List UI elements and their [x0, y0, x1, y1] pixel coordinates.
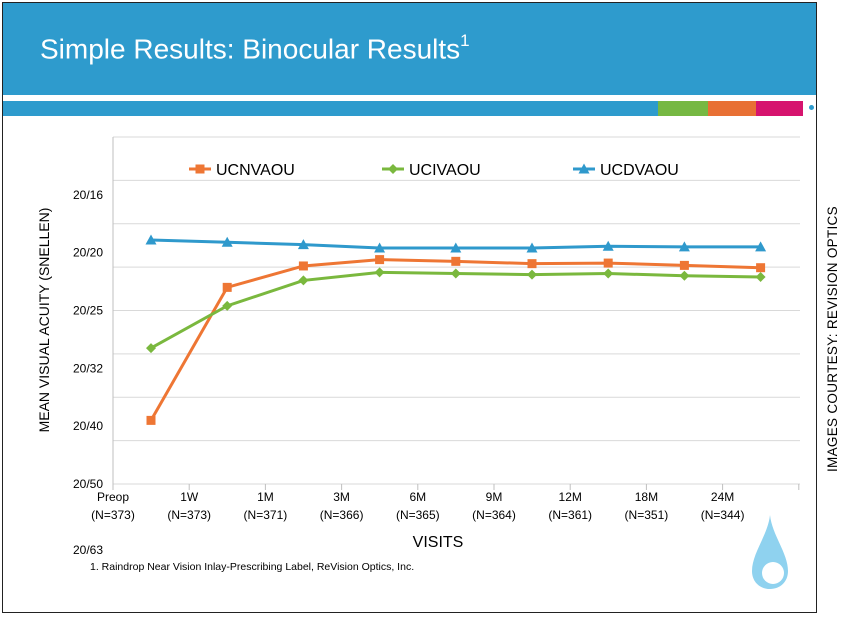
data-point-triangle	[602, 240, 614, 251]
y-axis-title: MEAN VISUAL ACUITY (SNELLEN)	[36, 208, 52, 433]
y-tick-label: 20/25	[73, 304, 103, 318]
x-tick-label-n: (N=365)	[396, 508, 440, 522]
data-point-diamond	[755, 271, 766, 282]
data-point-triangle	[374, 242, 386, 253]
data-point-square	[195, 164, 205, 174]
y-tick-label: 20/40	[73, 419, 103, 433]
y-tick-label: 20/32	[73, 361, 103, 375]
data-point-triangle	[450, 242, 462, 253]
legend-label: UCNVAOU	[216, 162, 295, 179]
legend-label: UCDVAOU	[600, 162, 679, 179]
image-courtesy: IMAGES COURTESY: REVISION OPTICS	[825, 206, 840, 472]
data-point-diamond	[298, 275, 309, 286]
title-banner: Simple Results: Binocular Results1	[3, 3, 816, 95]
data-point-triangle	[678, 241, 690, 252]
data-point-square	[603, 258, 613, 268]
accent-block-orange	[708, 101, 756, 116]
y-tick-label: 20/20	[73, 246, 103, 260]
y-tick-label: 20/16	[73, 188, 103, 202]
x-tick-label-n: (N=361)	[548, 508, 592, 522]
accent-dot	[809, 105, 814, 110]
x-tick-label: 6M	[409, 490, 426, 504]
data-point-triangle	[526, 242, 538, 253]
series-line-ucnvaou	[149, 258, 761, 422]
data-point-square	[375, 255, 385, 265]
data-point-square	[222, 282, 232, 292]
y-tick-label: 20/63	[73, 543, 103, 557]
data-point-diamond	[388, 164, 398, 174]
data-point-triangle	[221, 236, 233, 247]
data-point-diamond	[146, 343, 156, 354]
data-point-square	[527, 259, 537, 269]
data-point-diamond	[374, 267, 385, 278]
x-tick-label-n: (N=373)	[167, 508, 211, 522]
title-footnote-marker: 1	[460, 31, 470, 50]
data-point-triangle	[297, 239, 309, 250]
x-tick-label-n: (N=371)	[244, 508, 288, 522]
accent-band	[3, 101, 658, 116]
data-point-triangle	[578, 163, 590, 174]
slide: Simple Results: Binocular Results1	[2, 2, 817, 613]
x-tick-label-n: (N=344)	[701, 508, 745, 522]
data-point-square	[679, 260, 689, 270]
x-tick-label: Preop	[97, 490, 129, 504]
x-tick-label: 1W	[180, 490, 199, 504]
x-axis-title: VISITS	[413, 534, 464, 551]
x-tick-label-n: (N=366)	[320, 508, 364, 522]
x-tick-label: 18M	[635, 490, 658, 504]
x-tick-label: 1M	[257, 490, 274, 504]
slide-title-text: Simple Results: Binocular Results	[40, 33, 461, 65]
x-tick-label-n: (N=364)	[472, 508, 516, 522]
data-point-diamond	[603, 268, 614, 279]
data-point-triangle	[145, 234, 157, 245]
data-point-square	[298, 261, 308, 271]
data-point-square	[146, 415, 156, 425]
x-tick-label: 3M	[333, 490, 350, 504]
x-tick-label-n: (N=351)	[625, 508, 669, 522]
x-tick-label-n: (N=373)	[91, 508, 135, 522]
accent-block-green	[658, 101, 708, 116]
data-point-square	[756, 263, 766, 273]
raindrop-logo-icon	[752, 515, 788, 589]
data-point-square	[451, 256, 461, 266]
slide-title: Simple Results: Binocular Results1	[40, 31, 470, 65]
footnote: 1. Raindrop Near Vision Inlay-Prescribin…	[90, 561, 415, 573]
legend-label: UCIVAOU	[409, 162, 481, 179]
data-point-diamond	[450, 268, 461, 279]
x-tick-label: 12M	[559, 490, 582, 504]
data-point-diamond	[527, 269, 537, 280]
accent-block-magenta	[756, 101, 803, 116]
data-point-diamond	[679, 270, 690, 281]
y-tick-label: 20/50	[73, 477, 103, 491]
x-tick-label: 9M	[486, 490, 503, 504]
x-tick-label: 24M	[711, 490, 734, 504]
data-point-diamond	[222, 300, 233, 311]
data-point-triangle	[755, 241, 767, 252]
